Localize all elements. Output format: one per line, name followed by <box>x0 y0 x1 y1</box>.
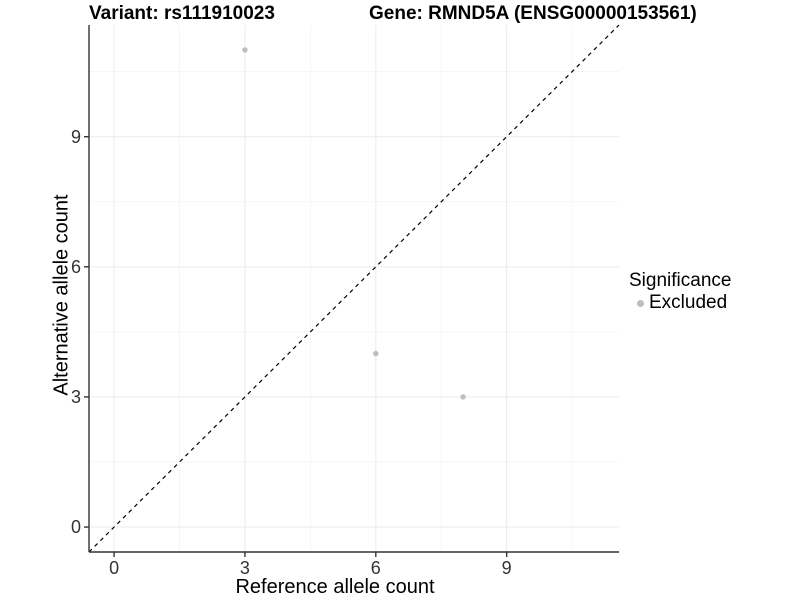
x-tick-label: 3 <box>239 558 250 578</box>
y-tick-label: 6 <box>70 256 81 277</box>
y-tick-label: 0 <box>70 517 81 538</box>
legend-item-excluded: Excluded <box>629 292 731 313</box>
data-point <box>460 394 466 400</box>
plot-title-gene: Gene: RMND5A (ENSG00000153561) <box>369 3 697 24</box>
x-axis-title: Reference allele count <box>235 576 435 598</box>
legend-dot-icon <box>637 299 644 307</box>
x-tick-label: 0 <box>109 558 120 578</box>
data-point <box>373 350 379 357</box>
legend-title: Significance <box>629 270 732 291</box>
y-tick-label: 3 <box>70 386 81 407</box>
x-tick-label: 9 <box>501 558 512 578</box>
legend: Significance Excluded <box>629 269 731 313</box>
identity-line <box>88 24 620 553</box>
plot-title-variant: Variant: rs111910023 <box>89 3 275 24</box>
legend-item-label: Excluded <box>649 292 728 313</box>
data-point <box>242 47 248 53</box>
y-tick-label: 9 <box>70 126 81 147</box>
x-tick-label: 6 <box>370 558 381 578</box>
